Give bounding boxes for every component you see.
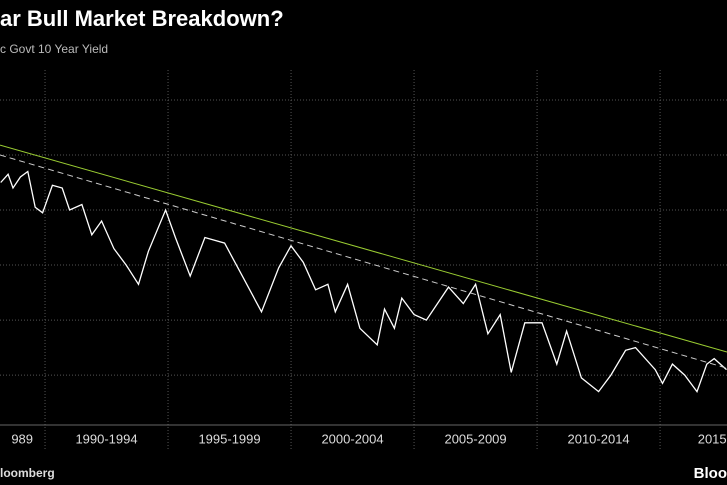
x-tick-label: 2010-2014 [567,431,629,446]
x-tick-label: 2015-20 [698,431,727,446]
trend-line [0,144,727,353]
chart-title: ar Bull Market Breakdown? [0,6,284,31]
x-tick-label: 1995-1999 [198,431,260,446]
x-tick-label: 2000-2004 [321,431,383,446]
yield-line [0,170,727,393]
x-tick-label: 989 [11,431,33,446]
x-tick-label: 1990-1994 [75,431,137,446]
brand: Bloo [694,465,727,482]
trend-line [0,154,727,369]
chart-subtitle: c Govt 10 Year Yield [0,42,108,56]
x-tick-label: 2005-2009 [444,431,506,446]
source: loomberg [0,466,55,480]
